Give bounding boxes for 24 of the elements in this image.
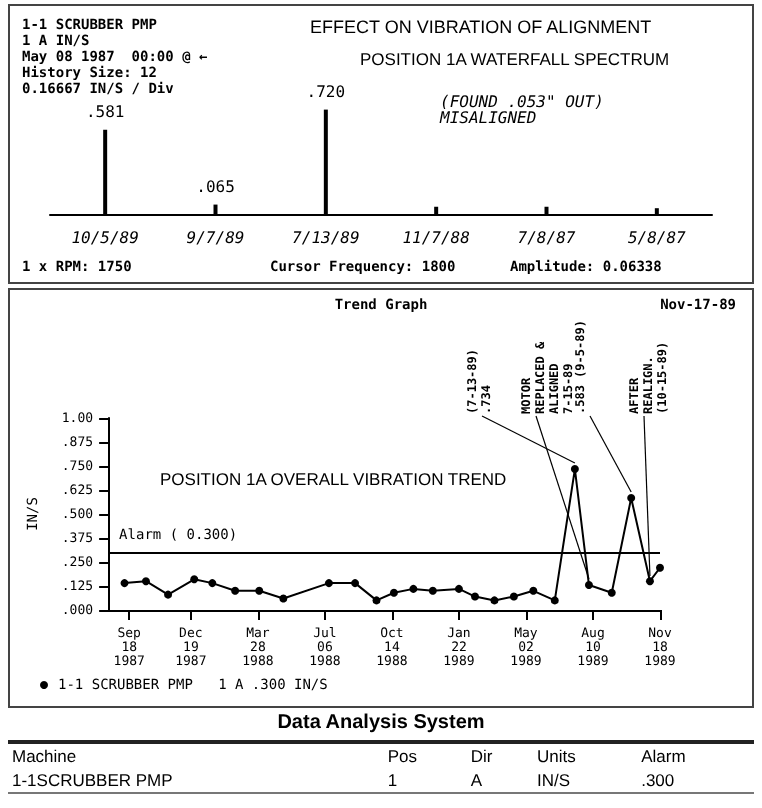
annotation: (FOUND .053" OUT) MISALIGNED — [438, 93, 614, 127]
data-label: .581 — [85, 102, 125, 121]
chart-subtitle: POSITION 1A WATERFALL SPECTRUM — [360, 49, 670, 69]
text: .300 — [639, 768, 677, 793]
text: Units — [535, 744, 578, 768]
text: POSITION 1A OVERALL VIBRATION TREND — [160, 469, 507, 489]
text: 1 — [385, 768, 400, 793]
chart-title: EFFECT ON VIBRATION OF ALIGNMENT — [310, 17, 653, 37]
data-label: .720 — [306, 82, 346, 101]
x-tick-label: 11/7/88 — [402, 229, 471, 247]
text: Data Analysis System — [275, 712, 487, 734]
text: 1-1SCRUBBER PMP — [10, 768, 175, 793]
text: Dir — [468, 744, 495, 768]
x-tick-label: 10/5/89 — [71, 229, 140, 247]
x-tick-label: 7/8/87 — [517, 229, 576, 247]
data-label: .065 — [196, 177, 236, 196]
x-tick-label: 9/7/89 — [186, 229, 245, 247]
x-tick-label: 7/13/89 — [292, 229, 360, 247]
text: Machine — [10, 744, 79, 768]
x-tick-label: 5/8/87 — [627, 229, 687, 247]
text: A — [468, 768, 485, 793]
text: Pos — [385, 744, 419, 768]
text: IN/S — [535, 768, 573, 793]
text: Alarm — [639, 744, 688, 768]
